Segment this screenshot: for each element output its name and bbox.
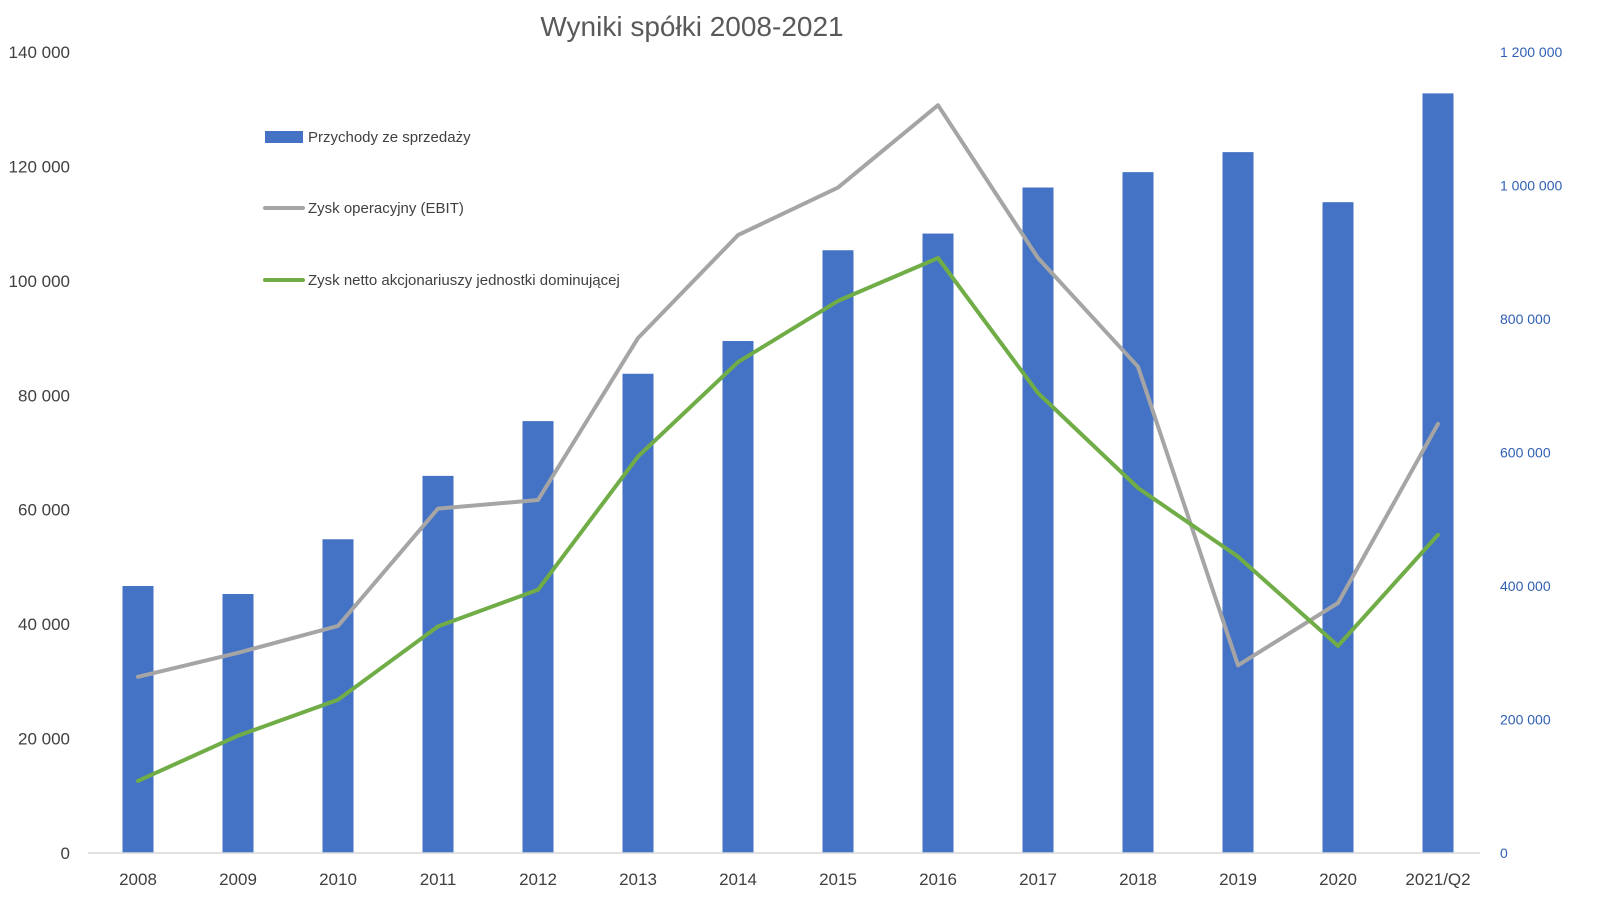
bar-2018 (1122, 172, 1154, 853)
right-tick-label: 1 200 000 (1500, 44, 1562, 60)
legend-label: Zysk operacyjny (EBIT) (308, 200, 464, 217)
x-tick-label: 2009 (219, 870, 257, 889)
x-tick-label: 2017 (1019, 870, 1057, 889)
bar-2008 (122, 586, 154, 853)
right-tick-label: 1 000 000 (1500, 178, 1562, 194)
x-tick-label: 2011 (420, 870, 457, 889)
left-tick-label: 80 000 (18, 386, 70, 405)
left-tick-label: 0 (61, 844, 70, 863)
right-tick-label: 600 000 (1500, 445, 1551, 461)
bar-2009 (222, 594, 254, 853)
bar-2012 (522, 421, 554, 853)
left-tick-label: 140 000 (9, 43, 70, 62)
right-tick-label: 800 000 (1500, 311, 1551, 327)
x-tick-label: 2021/Q2 (1405, 870, 1470, 889)
bar-2020 (1322, 202, 1354, 853)
x-tick-label: 2018 (1119, 870, 1157, 889)
ebit-line (136, 103, 1440, 679)
bar-2017 (1022, 187, 1054, 853)
bar-series (122, 93, 1454, 853)
right-axis: 0 200 000 400 000 600 000 800 000 1 000 000 1 … (1500, 44, 1562, 861)
bar-2013 (622, 373, 654, 853)
x-tick-label: 2019 (1219, 870, 1257, 889)
x-tick-label: 2014 (719, 870, 757, 889)
bar-2016 (922, 233, 954, 853)
chart-title: Wyniki spółki 2008-2021 (540, 11, 843, 42)
bar-2019 (1222, 152, 1254, 853)
x-tick-label: 2012 (519, 870, 557, 889)
bar-2014 (722, 341, 754, 853)
bar-2011 (422, 475, 454, 853)
left-axis: 0 20 000 40 000 60 000 80 000 100 000 120 000 1… (9, 43, 70, 863)
x-axis: 2008 2009 2010 2011 2012 2013 2014 2015 2016 2017… (119, 870, 1471, 889)
x-tick-label: 2020 (1319, 870, 1357, 889)
left-tick-label: 100 000 (9, 272, 70, 291)
right-tick-label: 400 000 (1500, 578, 1551, 594)
x-tick-label: 2013 (619, 870, 657, 889)
x-tick-label: 2010 (319, 870, 357, 889)
left-tick-label: 120 000 (9, 157, 70, 176)
bar-2021-Q2 (1422, 93, 1454, 853)
left-tick-label: 60 000 (18, 501, 70, 520)
x-tick-label: 2015 (819, 870, 857, 889)
legend: Przychody ze sprzedaży Zysk operacyjny (E… (263, 129, 620, 289)
left-tick-label: 40 000 (18, 615, 70, 634)
right-tick-label: 200 000 (1500, 712, 1551, 728)
bar-2015 (822, 250, 854, 853)
bar-2010 (322, 539, 354, 853)
line-series (136, 103, 1440, 783)
legend-label: Zysk netto akcjonariuszy jednostki domin… (308, 272, 620, 289)
legend-label: Przychody ze sprzedaży (308, 129, 471, 146)
left-tick-label: 20 000 (18, 730, 70, 749)
net-profit-line (136, 256, 1440, 783)
right-tick-label: 0 (1500, 845, 1508, 861)
x-tick-label: 2008 (119, 870, 157, 889)
legend-swatch-bar (265, 131, 303, 143)
x-tick-label: 2016 (919, 870, 957, 889)
